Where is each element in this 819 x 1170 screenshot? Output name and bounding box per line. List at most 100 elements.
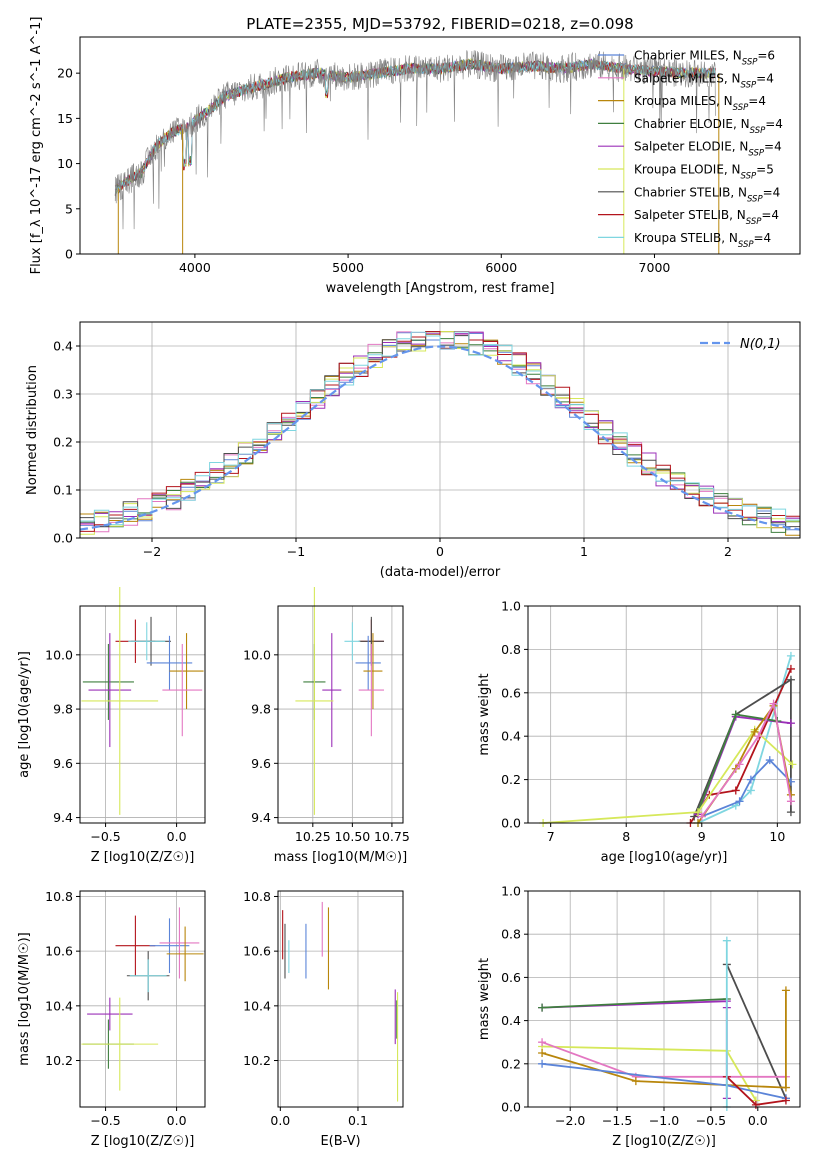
axes-frame [527, 605, 801, 824]
y-tick-label: 0.4 [501, 1013, 521, 1028]
x-tick-label: 10 [769, 829, 785, 844]
weight-marker-salpeter_miles [769, 699, 778, 708]
legend-entry-chabrier_stelib: Chabrier STELIB, NSSP=4 [634, 185, 780, 204]
y-tick-label: 0.0 [53, 531, 73, 546]
y-tick-label: 10.6 [45, 944, 73, 959]
x-tick-label: −0.5 [90, 829, 120, 844]
x-tick-label: −0.5 [90, 1113, 120, 1128]
weight-marker-kroupa_elodie [788, 760, 797, 769]
histogram-kroupa_stelib [80, 331, 800, 526]
y-tick-label: 0 [65, 247, 73, 262]
weight-marker-salpeter_elodie [786, 719, 795, 728]
x-tick-label: 0.0 [270, 1113, 290, 1128]
x-tick-label: 0.1 [348, 1113, 368, 1128]
y-tick-label: 0.6 [501, 970, 521, 985]
weight-marker-chabrier_miles [538, 1059, 547, 1068]
weight-marker-kroupa_miles [538, 1049, 547, 1057]
x-tick-label: 6000 [485, 260, 517, 275]
x-tick-label: 10.75 [374, 829, 410, 844]
y-tick-label: 0.3 [53, 387, 73, 402]
y-tick-label: 10.6 [243, 944, 271, 959]
weight-marker-kroupa_stelib [722, 936, 731, 945]
legend-entry-salpeter_miles: Salpeter MILES, NSSP=4 [634, 71, 774, 90]
y-tick-label: 0.2 [501, 1056, 521, 1071]
weight-marker-salpeter_stelib [751, 1100, 760, 1109]
y-axis-label: Normed distribution [25, 365, 40, 495]
weight-marker-salpeter_miles [538, 1038, 547, 1047]
x-tick-label: 0.0 [167, 829, 187, 844]
y-tick-label: 10 [57, 156, 73, 171]
x-axis-label: (data-model)/error [380, 565, 501, 580]
x-tick-label: −1.0 [649, 1113, 679, 1128]
y-tick-label: 0.4 [53, 339, 73, 354]
legend-entry-kroupa_miles: Kroupa MILES, NSSP=4 [634, 94, 766, 113]
y-axis-label: mass [log10(M/M☉)] [17, 932, 32, 1065]
weight-marker-salpeter_miles [735, 760, 744, 769]
y-tick-label: 5 [65, 201, 73, 216]
y-axis-label: age [log10(age/yr)] [17, 651, 32, 778]
y-tick-label: 10.2 [45, 1053, 73, 1068]
y-tick-label: 15 [57, 111, 73, 126]
x-axis-label: Z [log10(Z/Z☉)] [91, 1134, 195, 1149]
y-tick-label: 0.8 [501, 927, 521, 942]
y-tick-label: 0.8 [501, 642, 521, 657]
y-tick-label: 9.6 [53, 756, 73, 771]
age-vs-metallicity-panel: −0.5 0.0 9.4 9.6 9.8 10.0 Z [log10(Z/Z☉)] age [… [17, 587, 206, 865]
x-tick-label: 0 [436, 544, 444, 559]
y-tick-label: 0.4 [501, 729, 521, 744]
y-tick-label: 10.0 [45, 647, 73, 662]
y-tick-label: 1.0 [501, 599, 521, 614]
x-tick-label: 7 [547, 829, 555, 844]
y-axis-label: mass weight [477, 673, 492, 755]
age-vs-mass-panel: 10.25 10.50 10.75 9.4 9.6 9.8 10.0 mass [log10(… [243, 587, 410, 865]
x-tick-label: −2.0 [555, 1113, 585, 1128]
mass-vs-metallicity-panel: −0.5 0.0 10.2 10.4 10.6 10.8 Z [log10(Z/Z☉)] ma… [17, 889, 206, 1149]
mass-vs-ebv-panel: 0.0 0.1 10.2 10.4 10.6 10.8 E(B-V) [243, 889, 404, 1149]
x-tick-label: −1.5 [602, 1113, 632, 1128]
axes-frame [79, 36, 801, 255]
x-axis-label: wavelength [Angstrom, rest frame] [326, 281, 555, 296]
y-axis-label: Flux [f_λ 10^-17 erg cm^-2 s^-1 A^-1] [29, 17, 44, 275]
x-tick-label: −0.5 [696, 1113, 726, 1128]
x-tick-label: 1 [580, 544, 588, 559]
weight-marker-chabrier_elodie [538, 1003, 547, 1012]
legend-entry-kroupa_elodie: Kroupa ELODIE, NSSP=5 [634, 163, 774, 182]
y-tick-label: 10.8 [243, 889, 271, 904]
y-tick-label: 0.0 [501, 1100, 521, 1115]
normal-distribution-curve [79, 345, 801, 531]
weight-marker-salpeter_miles [786, 797, 795, 806]
weight-line-chabrier_stelib [725, 964, 787, 1099]
x-axis-label: E(B-V) [320, 1134, 360, 1149]
x-tick-label: 4000 [179, 260, 211, 275]
y-tick-label: 1.0 [501, 884, 521, 899]
y-tick-label: 10.2 [243, 1053, 271, 1068]
axes-frame [79, 890, 206, 1108]
weight-marker-kroupa_miles [781, 986, 790, 995]
weight-marker-salpeter_miles [697, 812, 706, 821]
axes-frame [277, 605, 404, 824]
y-tick-label: 0.1 [53, 483, 73, 498]
x-tick-label: 5000 [332, 260, 364, 275]
y-tick-label: 0.0 [501, 816, 521, 831]
y-tick-label: 20 [57, 66, 73, 81]
x-tick-label: 10.50 [334, 829, 370, 844]
y-tick-label: 10.8 [45, 889, 73, 904]
weight-line-chabrier_stelib [693, 678, 792, 817]
spectrum-panel: 4000 5000 6000 7000 0 5 10 15 20 wavelength [Angs… [29, 17, 801, 296]
legend-entry-salpeter_stelib: Salpeter STELIB, NSSP=4 [634, 208, 779, 227]
residual-histogram-panel: −2 −1 0 1 2 0.0 0.1 0.2 0.3 0.4 (data-model)/error… [25, 321, 801, 580]
y-tick-label: 10.4 [45, 998, 73, 1013]
y-axis-label: mass weight [477, 958, 492, 1040]
x-tick-label: 0.0 [748, 1113, 768, 1128]
x-axis-label: Z [log10(Z/Z☉)] [91, 850, 195, 865]
axes-frame [277, 890, 404, 1108]
legend-entry-salpeter_elodie: Salpeter ELODIE, NSSP=4 [634, 140, 782, 159]
legend-entry-chabrier_elodie: Chabrier ELODIE, NSSP=4 [634, 117, 783, 136]
weight-marker-kroupa_miles [631, 1077, 640, 1086]
y-tick-label: 9.4 [251, 810, 271, 825]
x-tick-label: 7000 [639, 260, 671, 275]
x-tick-label: 8 [622, 829, 630, 844]
weight-marker-chabrier_miles [746, 775, 755, 784]
weight-marker-kroupa_stelib [746, 786, 755, 795]
